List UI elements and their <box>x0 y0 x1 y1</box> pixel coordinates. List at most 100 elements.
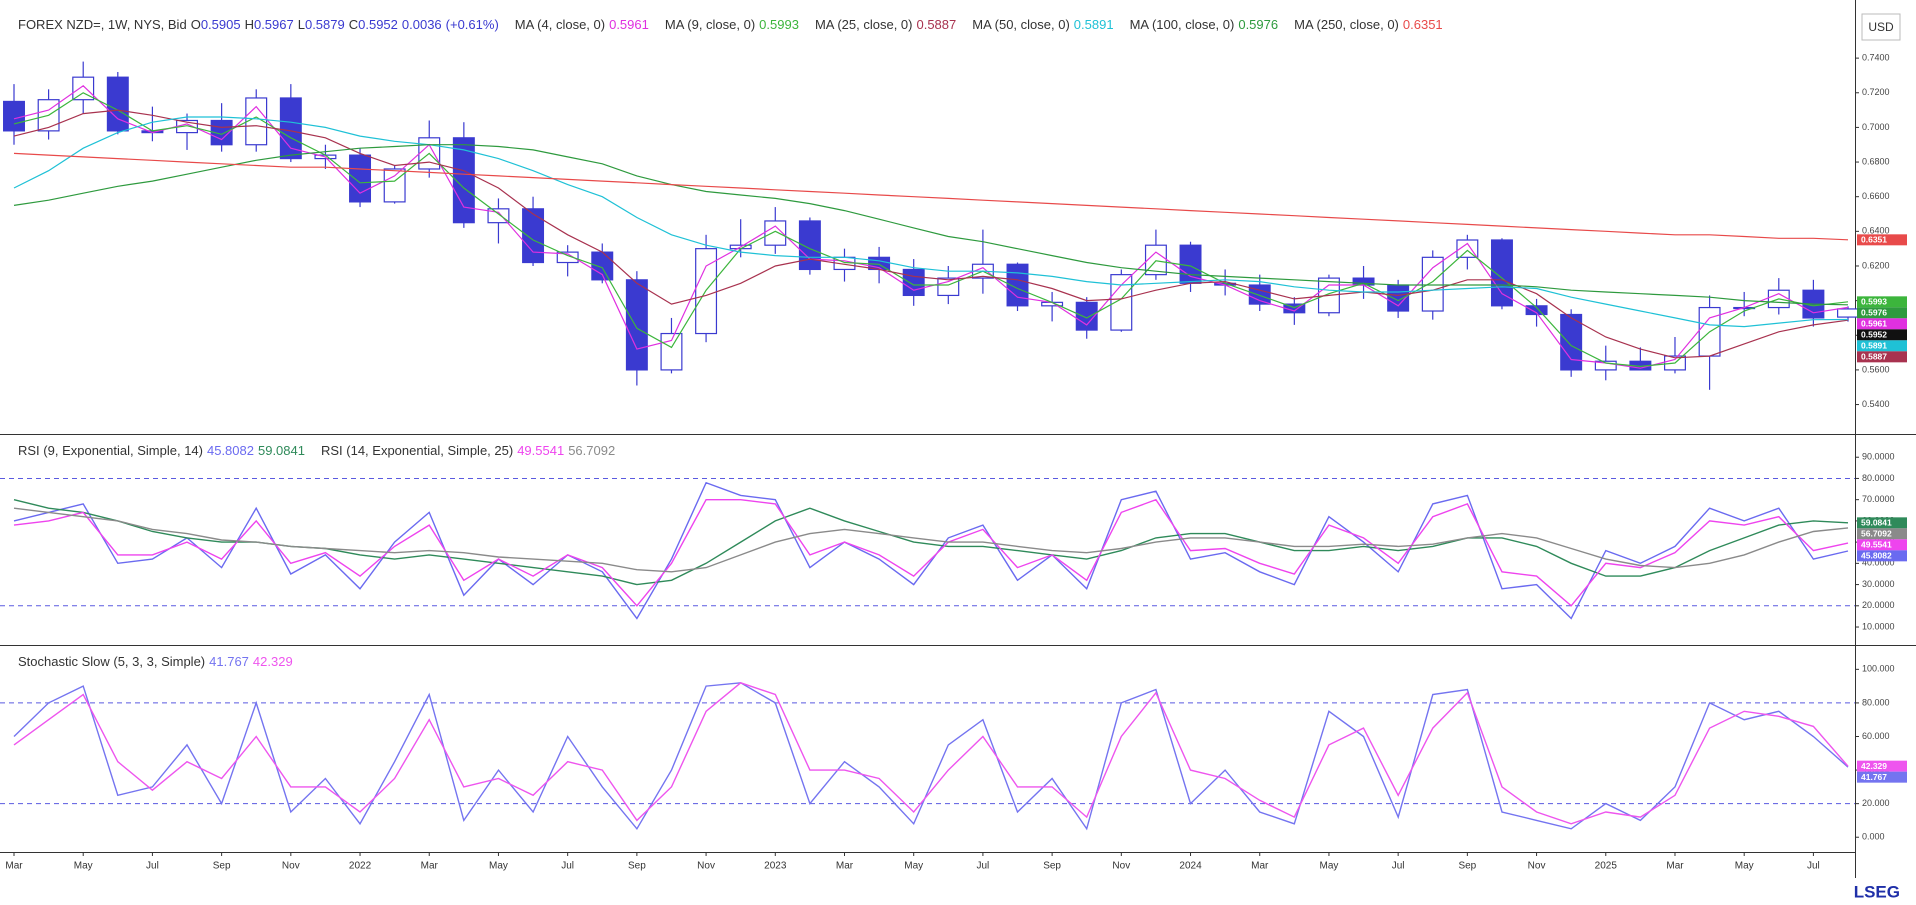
x-tick-label: Sep <box>1458 861 1476 872</box>
series-line <box>13 507 1849 573</box>
candle-body <box>1490 239 1513 307</box>
x-tick-label: 2024 <box>1179 861 1202 872</box>
legend-value: 0.5976 <box>1238 17 1279 32</box>
legend-value: 0.6351 <box>1402 17 1443 32</box>
candle-body <box>625 279 648 371</box>
x-tick-label: May <box>489 861 508 872</box>
ohlc-value: 0.5967 <box>253 17 294 32</box>
x-tick-label: Jul <box>977 861 990 872</box>
legend-value: 41.767 <box>209 654 249 669</box>
legend-entry: MA (100, close, 0) <box>1129 17 1235 32</box>
candle-body <box>1179 244 1202 284</box>
legend-value: 49.5541 <box>517 443 565 458</box>
candle-body <box>660 332 683 371</box>
y-tick-label: 40.0000 <box>1862 558 1895 568</box>
x-tick-label: Mar <box>5 861 23 872</box>
y-tick-label: 0.000 <box>1862 832 1885 842</box>
candle-body <box>1421 256 1444 312</box>
value-badge-label: 0.6351 <box>1861 235 1887 245</box>
ohlc-key: O <box>190 17 201 32</box>
x-tick-label: Jul <box>1807 861 1820 872</box>
value-badge-label: 45.8082 <box>1861 551 1892 561</box>
x-tick-label: Mar <box>421 861 439 872</box>
candle-body <box>1110 274 1133 331</box>
x-tick-label: Mar <box>1666 861 1684 872</box>
series-line <box>13 481 1849 620</box>
legend-entry: MA (50, close, 0) <box>972 17 1070 32</box>
x-tick-label: Nov <box>1528 861 1546 872</box>
value-badge <box>1857 517 1907 529</box>
y-tick-label: 0.6200 <box>1862 260 1890 270</box>
series-line <box>13 682 1849 831</box>
legend-value: 0.5887 <box>916 17 957 32</box>
y-tick-label: 90.0000 <box>1862 452 1895 462</box>
stochastic-legend: Stochastic Slow (5, 3, 3, Simple) 41.767 4… <box>18 654 309 669</box>
x-tick-label: May <box>74 861 93 872</box>
x-tick-label: Nov <box>282 861 300 872</box>
x-tick-label: May <box>904 861 923 872</box>
x-tick-label: Nov <box>697 861 715 872</box>
candle-body <box>556 251 579 264</box>
ohlc-value: 0.5905 <box>200 17 241 32</box>
value-badge <box>1857 351 1907 363</box>
candle-body <box>3 100 25 132</box>
candle-body <box>1006 263 1029 307</box>
value-badge-label: 41.767 <box>1861 772 1887 782</box>
legend-entry: RSI (9, Exponential, Simple, 14) <box>18 443 203 458</box>
value-badge <box>1857 307 1907 319</box>
x-tick-label: Jul <box>1392 861 1405 872</box>
legend-value: 56.7092 <box>568 443 616 458</box>
series-line <box>13 85 1849 369</box>
candle-body <box>522 208 545 264</box>
y-tick-label: 0.5600 <box>1862 364 1890 374</box>
value-badge <box>1857 760 1907 772</box>
series-line <box>13 116 1849 328</box>
x-tick-label: Nov <box>1112 861 1130 872</box>
value-badge <box>1857 340 1907 352</box>
y-tick-label: 80.0000 <box>1862 473 1895 483</box>
currency: USD <box>1868 20 1894 34</box>
legend-value: 59.0841 <box>257 443 305 458</box>
y-tick-label: 0.6800 <box>1862 156 1890 166</box>
value-badge <box>1857 234 1907 246</box>
value-badge <box>1857 539 1907 551</box>
candle-body <box>279 97 302 160</box>
y-tick-label: 0.6400 <box>1862 226 1890 236</box>
y-tick-label: 0.5400 <box>1862 399 1890 409</box>
legend-value: 0.5993 <box>759 17 799 32</box>
ohlc-key: C <box>348 17 359 32</box>
legend-entry: MA (9, close, 0) <box>664 17 756 32</box>
x-tick-label: 2023 <box>764 861 787 872</box>
legend-entry: MA (4, close, 0) <box>514 17 606 32</box>
value-badge <box>1857 318 1907 330</box>
ohlc-key: H <box>244 17 254 32</box>
y-tick-label: 80.000 <box>1862 697 1890 707</box>
y-tick-label: 0.7400 <box>1862 53 1890 63</box>
value-badge-label: 0.5887 <box>1861 352 1887 362</box>
y-tick-label: 30.0000 <box>1862 579 1895 589</box>
legend-value: 0.5961 <box>609 17 649 32</box>
legend-entry: MA (25, close, 0) <box>814 17 913 32</box>
candle-body <box>1525 305 1548 316</box>
candle-body <box>1594 360 1617 371</box>
value-badge-label: 49.5541 <box>1861 540 1892 550</box>
y-tick-label: 0.7000 <box>1862 122 1890 132</box>
ohlc-key: L <box>297 17 305 32</box>
value-badge-label: 0.5976 <box>1861 308 1887 318</box>
x-tick-label: Sep <box>628 861 646 872</box>
candle-body <box>349 154 372 203</box>
series-line <box>13 109 1849 359</box>
x-tick-label: Mar <box>836 861 854 872</box>
candle-body <box>452 137 475 224</box>
change-pct: (+0.61%) <box>445 17 499 32</box>
value-badge-label: 0.5952 <box>1861 330 1887 340</box>
candle-body <box>1075 301 1098 331</box>
y-tick-label: 0.7200 <box>1862 87 1890 97</box>
price-legend: FOREX NZD=, 1W, NYS, Bid O0.5905 H0.5967 L0… <box>18 17 1459 32</box>
change: 0.0036 <box>401 17 442 32</box>
ohlc-value: 0.5879 <box>304 17 345 32</box>
legend-value: 42.329 <box>252 654 293 669</box>
candle-body <box>383 168 406 203</box>
legend-value: 45.8082 <box>206 443 254 458</box>
